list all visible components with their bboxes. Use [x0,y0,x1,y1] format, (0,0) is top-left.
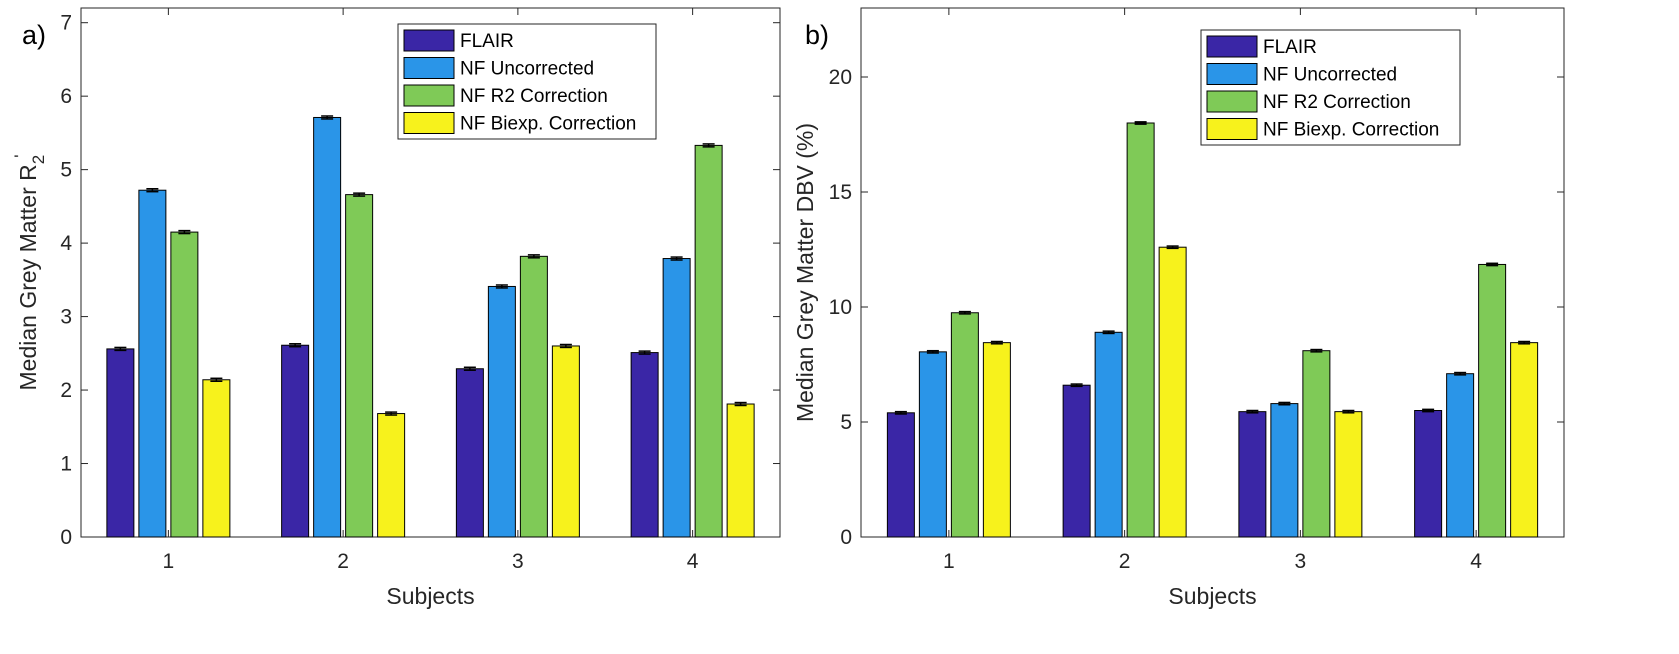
chart-panel-b: 0 5 10 15 20 1 2 3 4 b) Subjects Median Grey Matter… [792,7,1565,609]
x-tick-label: 4 [1470,550,1482,573]
legend-label: NF Biexp. Correction [460,114,636,135]
x-tick-label: 1 [943,550,955,573]
bar [662,258,691,538]
legend-label: NF R2 Correction [460,86,608,107]
x-tick-label: 2 [337,550,349,573]
y-tick-label: 6 [60,85,72,108]
bar [138,189,167,538]
bar [1126,122,1155,538]
bar [1334,411,1363,538]
legend-label: NF R2 Correction [1263,92,1411,113]
bar [630,352,659,538]
bar [982,342,1011,538]
y-axis-label: Median Grey Matter R2' [11,155,48,391]
bar [281,344,310,538]
bar [1270,403,1299,538]
bar [551,345,580,538]
bar [1062,384,1091,538]
legend-swatch [1206,118,1258,140]
y-tick-label: 5 [840,411,852,434]
x-axis-label: Subjects [1168,583,1256,609]
y-tick-label: 10 [829,296,852,319]
y-tick-label: 7 [60,12,72,35]
bar [106,348,135,538]
bar [170,231,199,538]
y-tick-label: 1 [60,453,72,476]
x-tick-label: 4 [687,550,699,573]
x-tick-label: 2 [1119,550,1131,573]
chart-panel-a: 0 1 2 3 4 5 6 7 1 2 3 4 a) Subjects Median Grey Matter… [11,7,781,609]
x-tick-label: 3 [512,550,524,573]
legend-swatch [403,112,455,134]
x-tick-label: 1 [163,550,175,573]
bar [1414,410,1443,538]
bar [519,255,548,538]
bar [886,412,915,538]
bar [345,194,374,538]
y-tick-label: 15 [829,181,852,204]
legend-label: FLAIR [1263,37,1317,58]
bar [1510,342,1539,538]
bar [202,379,231,538]
bar [1446,373,1475,538]
y-tick-label: 4 [60,232,72,255]
y-tick-label: 0 [60,526,72,549]
y-tick-label: 2 [60,379,72,402]
legend-label: FLAIR [460,31,514,52]
legend-swatch [403,57,455,79]
bar [1158,246,1187,538]
legend-swatch [403,29,455,52]
legend-swatch [403,84,455,107]
y-axis-label: Median Grey Matter DBV (%) [792,123,818,422]
legend-label: NF Biexp. Correction [1263,120,1439,141]
bar [1478,263,1507,538]
y-axis-label-text: Median Grey Matter DBV (%) [792,123,818,422]
x-tick-label: 3 [1295,550,1307,573]
legend-label: NF Uncorrected [1263,65,1397,86]
panel-label: b) [805,20,829,50]
bar [726,403,755,538]
bar [1238,411,1267,538]
bar [694,144,723,538]
bar [918,351,947,538]
y-axis-label-prime: ' [11,155,30,158]
y-axis-label-subscript: 2 [29,155,48,164]
y-tick-label: 0 [840,526,852,549]
legend-label: NF Uncorrected [460,59,594,80]
y-tick-label: 3 [60,306,72,329]
bar [313,116,342,538]
legend-swatch [1206,35,1258,58]
bar [487,285,516,538]
y-tick-label: 20 [829,66,852,89]
panel-label: a) [22,20,46,50]
bar [1094,331,1123,538]
legend-swatch [1206,90,1258,113]
bar [1302,350,1331,538]
y-axis-label-text: Median Grey Matter R [15,164,41,390]
bar [377,413,406,538]
legend-swatch [1206,63,1258,85]
bar [455,368,484,538]
bar [950,312,979,538]
y-tick-label: 5 [60,159,72,182]
x-axis-label: Subjects [386,583,474,609]
